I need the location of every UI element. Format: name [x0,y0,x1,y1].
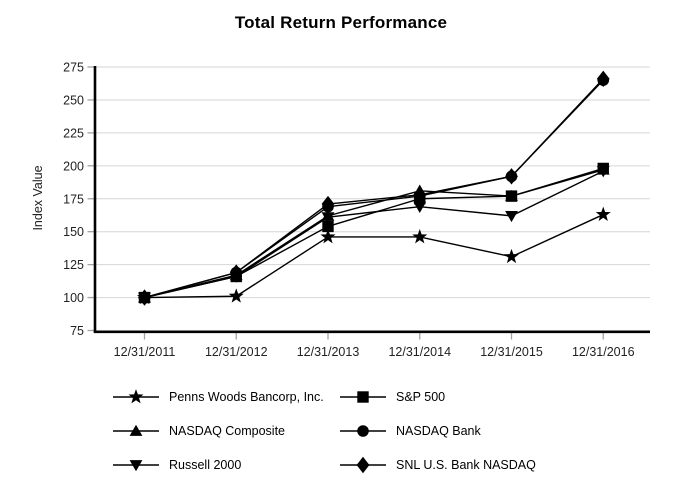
y-tick-label: 250 [63,93,84,107]
legend-item-russell-2000: Russell 2000 [113,448,340,482]
y-tick-label: 100 [63,291,84,305]
x-tick-label: 12/31/2016 [572,345,635,359]
series-s-p-500 [138,162,609,304]
diamond-icon [340,456,386,474]
series-line [144,213,604,299]
y-tick-label: 175 [63,192,84,206]
y-tick-label: 275 [63,61,84,75]
x-tick-label: 12/31/2013 [297,345,360,359]
legend-item-snl-u-s-bank-nasdaq: SNL U.S. Bank NASDAQ [340,448,536,482]
legend-item-nasdaq-composite: NASDAQ Composite [113,414,340,448]
y-tick-label: 125 [63,258,84,272]
y-tick-label: 200 [63,159,84,173]
square-icon [340,391,386,403]
x-tick-label: 12/31/2012 [205,345,268,359]
legend-item-s-p-500: S&P 500 [340,380,536,414]
x-tick-label: 12/31/2015 [480,345,543,359]
y-tick-label: 150 [63,225,84,239]
legend-label: Russell 2000 [169,458,242,472]
legend-label: NASDAQ Bank [396,424,481,438]
series-line [144,167,604,299]
series-penns-woods-bancorp-inc [136,206,611,304]
triangle-down-icon [113,460,159,472]
legend-item-nasdaq-bank: NASDAQ Bank [340,414,536,448]
legend-label: Penns Woods Bancorp, Inc. [169,390,324,404]
x-tick-label: 12/31/2014 [388,345,451,359]
series-snl-u-s-bank-nasdaq [138,70,610,306]
chart-title: Total Return Performance [234,13,448,32]
chart-legend: Penns Woods Bancorp, Inc. S&P 500 NASDAQ C… [113,380,536,482]
y-tick-label: 75 [70,324,84,338]
series-line [144,78,604,299]
star-icon [113,389,159,404]
legend-label: S&P 500 [396,390,446,404]
x-tick-label: 12/31/2011 [114,345,176,359]
triangle-up-icon [113,424,159,436]
series-nasdaq-composite [138,163,610,303]
circle-icon [340,425,386,437]
legend-item-penns-woods-bancorp-inc: Penns Woods Bancorp, Inc. [113,380,340,414]
legend-label: SNL U.S. Bank NASDAQ [396,458,536,472]
y-tick-label: 225 [63,126,84,140]
legend-label: NASDAQ Composite [169,424,286,438]
